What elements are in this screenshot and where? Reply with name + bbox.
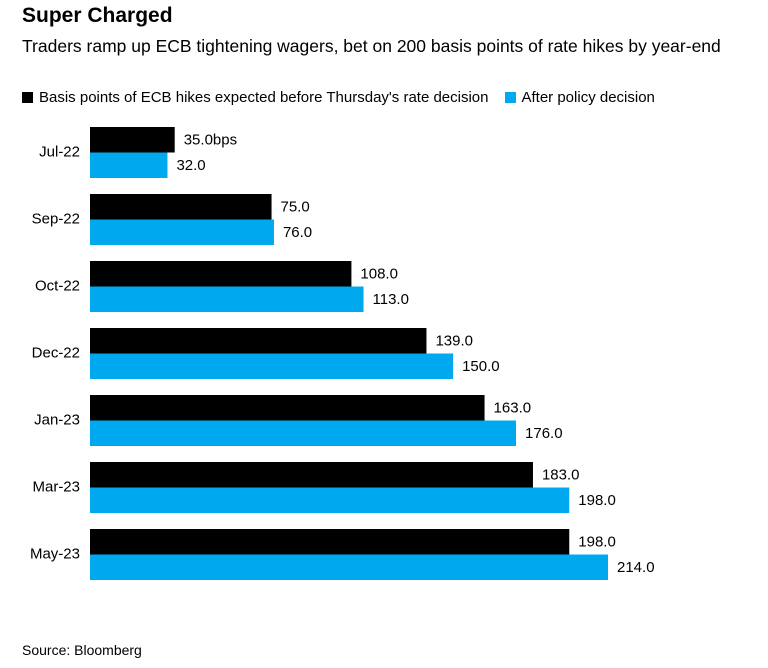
y-tick-label: Dec-22 — [32, 344, 80, 361]
legend: Basis points of ECB hikes expected befor… — [22, 89, 655, 106]
bar — [90, 353, 454, 379]
y-tick-label: Oct-22 — [35, 277, 80, 294]
bar — [90, 420, 517, 446]
source-note: Source: Bloomberg — [22, 642, 142, 658]
legend-item: Basis points of ECB hikes expected befor… — [22, 89, 489, 106]
data-label: 214.0 — [617, 559, 655, 576]
bar — [90, 554, 608, 580]
data-label: 113.0 — [373, 291, 409, 308]
bar — [90, 261, 352, 287]
bar — [90, 286, 364, 312]
bar — [90, 462, 533, 488]
y-tick-label: May-23 — [30, 545, 80, 562]
bar — [90, 127, 175, 153]
y-tick-label: Sep-22 — [32, 210, 80, 227]
y-tick-label: Jul-22 — [39, 143, 80, 160]
data-label: 163.0 — [494, 400, 532, 417]
bar — [90, 219, 274, 245]
legend-swatch — [504, 92, 516, 103]
chart-title: Super Charged — [22, 4, 173, 27]
data-label: 139.0 — [435, 333, 473, 350]
bar — [90, 487, 570, 513]
data-label: 35.0bps — [184, 132, 237, 149]
legend-label: Basis points of ECB hikes expected befor… — [39, 89, 489, 106]
data-label: 75.0 — [281, 199, 310, 216]
y-tick-label: Jan-23 — [34, 411, 80, 428]
legend-swatch — [22, 92, 33, 103]
legend-label: After policy decision — [521, 89, 655, 106]
bar — [90, 194, 272, 220]
data-label: 32.0 — [176, 157, 205, 174]
data-label: 76.0 — [283, 224, 312, 241]
bar — [90, 152, 168, 178]
data-label: 108.0 — [360, 266, 398, 283]
legend-item: After policy decision — [504, 89, 655, 106]
bar — [90, 328, 427, 354]
chart-subtitle: Traders ramp up ECB tightening wagers, b… — [22, 36, 721, 56]
data-label: 198.0 — [578, 534, 616, 551]
data-label: 176.0 — [525, 425, 563, 442]
data-label: 183.0 — [542, 467, 580, 484]
data-label: 198.0 — [578, 492, 616, 509]
y-tick-label: Mar-23 — [32, 478, 80, 495]
bar — [90, 395, 485, 421]
data-label: 150.0 — [462, 358, 500, 375]
bar — [90, 529, 570, 555]
